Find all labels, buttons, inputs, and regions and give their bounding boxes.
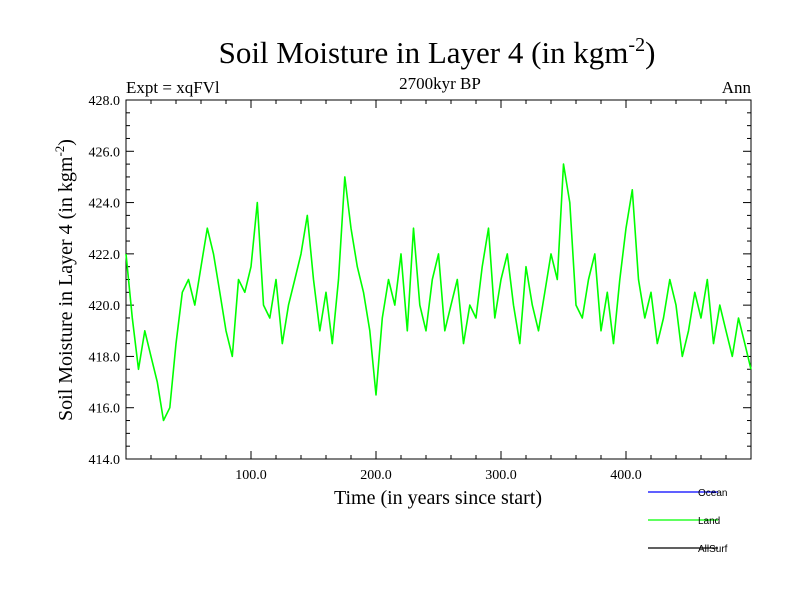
plot-frame xyxy=(125,99,752,460)
subtitle-center: 2700kyr BP xyxy=(399,74,481,93)
legend: Ocean Land AllSurf xyxy=(648,488,728,555)
x-tick-label: 200.0 xyxy=(360,468,392,483)
x-axis-label: Time (in years since start) xyxy=(334,487,542,509)
chart-title-close: ) xyxy=(645,35,655,70)
chart-title-sup: -2 xyxy=(628,34,645,56)
x-tick-label: 100.0 xyxy=(235,468,267,483)
y-axis-label: Soil Moisture in Layer 4 (in kgm-2) xyxy=(52,139,77,421)
chart-title-main: Soil Moisture in Layer 4 (in kgm xyxy=(219,35,629,70)
legend-label-land: Land xyxy=(698,516,720,527)
subtitle-left: Expt = xqFVl xyxy=(126,78,220,97)
y-tick-label: 414.0 xyxy=(89,453,121,468)
y-tick-label: 420.0 xyxy=(89,299,121,314)
y-tick-label: 422.0 xyxy=(89,248,121,263)
subtitle-right: Ann xyxy=(722,78,752,97)
legend-label-ocean: Ocean xyxy=(698,488,727,499)
y-axis-label-main: Soil Moisture in Layer 4 (in kgm xyxy=(55,156,77,421)
y-tick-label: 418.0 xyxy=(89,350,121,365)
y-tick-label: 426.0 xyxy=(89,145,121,160)
y-axis-label-sup: -2 xyxy=(52,146,67,157)
y-axis: 414.0 416.0 418.0 420.0 422.0 424.0 426.0 428.0 xyxy=(89,94,751,468)
legend-label-allsurf: AllSurf xyxy=(698,544,728,555)
y-axis-label-close: ) xyxy=(55,139,77,146)
x-tick-label: 400.0 xyxy=(610,468,642,483)
chart-title: Soil Moisture in Layer 4 (in kgm-2) xyxy=(219,34,656,70)
minor-ticks xyxy=(126,100,751,459)
y-tick-label: 424.0 xyxy=(89,197,121,212)
y-tick-label: 428.0 xyxy=(89,94,121,109)
x-axis: 100.0 200.0 300.0 400.0 xyxy=(235,100,642,483)
y-tick-label: 416.0 xyxy=(89,402,121,417)
x-tick-label: 300.0 xyxy=(485,468,517,483)
series-line-land xyxy=(125,163,752,422)
